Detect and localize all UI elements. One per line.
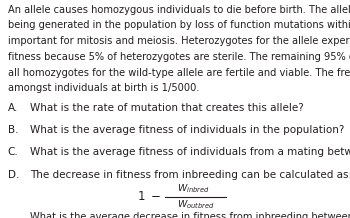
Text: C.: C. (8, 147, 19, 157)
Text: B.: B. (8, 125, 18, 135)
Text: $W_{outbred}$: $W_{outbred}$ (177, 198, 214, 211)
Text: D.: D. (8, 170, 19, 180)
Text: being generated in the population by loss of function mutations within a gene th: being generated in the population by los… (8, 20, 350, 31)
Text: all homozygotes for the wild-type allele are fertile and viable. The frequency o: all homozygotes for the wild-type allele… (8, 68, 350, 78)
Text: What is the rate of mutation that creates this allele?: What is the rate of mutation that create… (30, 103, 303, 113)
Text: What is the average decrease in fitness from inbreeding between cousins for this: What is the average decrease in fitness … (30, 212, 350, 218)
Text: What is the average fitness of individuals in the population?: What is the average fitness of individua… (30, 125, 344, 135)
Text: important for mitosis and meiosis. Heterozygotes for the allele experience a red: important for mitosis and meiosis. Heter… (8, 36, 350, 46)
Text: The decrease in fitness from inbreeding can be calculated as:: The decrease in fitness from inbreeding … (30, 170, 350, 180)
Text: $1\ -$: $1\ -$ (137, 190, 161, 203)
Text: A.: A. (8, 103, 18, 113)
Text: $W_{inbred}$: $W_{inbred}$ (177, 183, 210, 196)
Text: What is the average fitness of individuals from a mating between first cousins?: What is the average fitness of individua… (30, 147, 350, 157)
Text: amongst individuals at birth is 1/5000.: amongst individuals at birth is 1/5000. (8, 83, 199, 93)
Text: An allele causes homozygous individuals to die before birth. The allele is conti: An allele causes homozygous individuals … (8, 5, 350, 15)
Text: fitness because 5% of heterozygotes are sterile. The remaining 95% of heterozygo: fitness because 5% of heterozygotes are … (8, 52, 350, 62)
